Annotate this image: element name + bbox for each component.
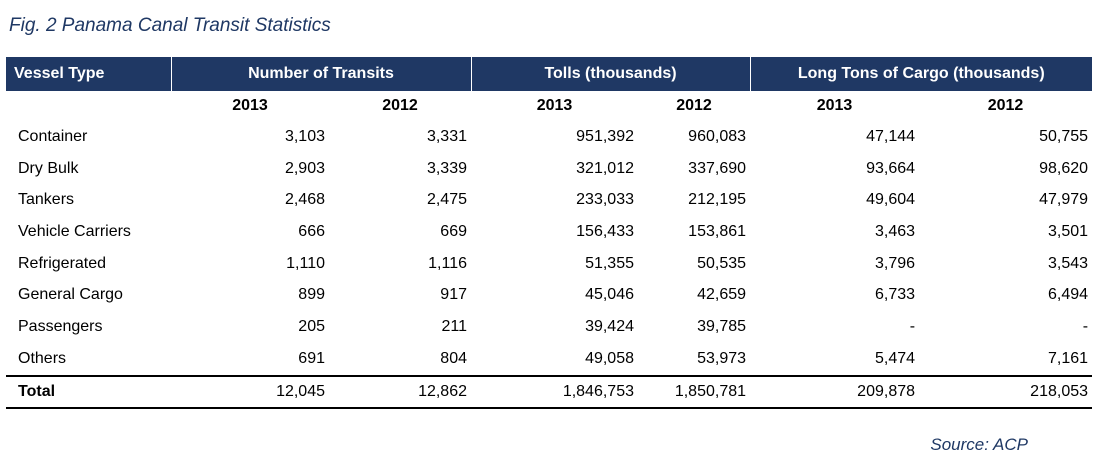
cell-value: 2,468 xyxy=(284,191,325,209)
cell-value: 917 xyxy=(440,286,467,304)
row-label: Passengers xyxy=(18,317,103,335)
year-header: 2013 xyxy=(536,97,573,114)
cell-value: 53,973 xyxy=(697,349,747,367)
table-row: Container 3,103 3,331 951,392 960,083 47… xyxy=(6,121,1092,153)
cell-value: 2,475 xyxy=(426,191,467,209)
cell-value: 49,058 xyxy=(585,349,634,367)
cell-value: 337,690 xyxy=(688,159,747,177)
cell-value: 205 xyxy=(298,317,325,335)
cell-value: - xyxy=(909,317,916,335)
cell-value: 39,785 xyxy=(697,317,747,335)
cell-value: 669 xyxy=(440,222,467,240)
cell-value: 2,903 xyxy=(284,159,325,177)
row-label: Refrigerated xyxy=(18,254,107,272)
row-label: Dry Bulk xyxy=(18,159,79,177)
cell-value: 5,474 xyxy=(874,349,916,367)
cell-value: 1,116 xyxy=(428,254,467,272)
row-label: Tankers xyxy=(18,191,75,209)
row-label: Vehicle Carriers xyxy=(18,222,131,240)
cell-value: 212,195 xyxy=(688,191,747,209)
cell-value: 7,161 xyxy=(1047,349,1089,367)
year-header: 2012 xyxy=(676,97,712,114)
total-value: 209,878 xyxy=(750,374,920,409)
cell-value: 3,796 xyxy=(874,254,916,272)
cell-value: 3,339 xyxy=(426,159,467,177)
total-value: 218,053 xyxy=(919,374,1093,409)
table-year-row: 2013 2012 2013 2012 2013 2012 xyxy=(6,91,1092,121)
header-vessel-type: Vessel Type xyxy=(6,57,171,91)
year-header: 2012 xyxy=(382,97,418,114)
row-label: Others xyxy=(18,349,67,367)
table-row: Vehicle Carriers 666 669 156,433 153,861… xyxy=(6,216,1092,248)
total-label: Total xyxy=(6,374,171,409)
total-value: 12,045 xyxy=(171,374,329,409)
cell-value: 3,463 xyxy=(874,222,916,240)
table-row: Passengers 205 211 39,424 39,785 - - xyxy=(6,311,1092,343)
cell-value: 1,110 xyxy=(286,254,325,272)
cell-value: 899 xyxy=(298,286,325,304)
cell-value: 666 xyxy=(298,222,325,240)
cell-value: - xyxy=(1082,317,1089,335)
cell-value: 50,755 xyxy=(1039,127,1089,145)
total-value: 1,846,753 xyxy=(471,374,638,409)
year-header: 2013 xyxy=(816,97,853,114)
cell-value: 51,355 xyxy=(585,254,634,272)
year-header: 2013 xyxy=(232,97,268,114)
table-row: Tankers 2,468 2,475 233,033 212,195 49,6… xyxy=(6,184,1092,216)
cell-value: 3,331 xyxy=(426,127,467,145)
cell-value: 50,535 xyxy=(697,254,747,272)
cell-value: 3,543 xyxy=(1047,254,1089,272)
row-label: Container xyxy=(18,127,88,145)
year-header: 2012 xyxy=(987,97,1024,114)
figure-title: Fig. 2 Panama Canal Transit Statistics xyxy=(9,15,331,36)
cell-value: 951,392 xyxy=(576,127,634,145)
table-total-row: Total 12,045 12,862 1,846,753 1,850,781 … xyxy=(6,374,1093,409)
total-value: 12,862 xyxy=(329,374,471,409)
table-row: Others 691 804 49,058 53,973 5,474 7,161 xyxy=(6,343,1092,376)
cell-value: 98,620 xyxy=(1039,159,1089,177)
cell-value: 93,664 xyxy=(866,159,916,177)
cell-value: 45,046 xyxy=(585,286,634,304)
cell-value: 49,604 xyxy=(866,191,916,209)
row-label: General Cargo xyxy=(18,286,123,304)
cell-value: 6,494 xyxy=(1047,286,1089,304)
header-tolls: Tolls (thousands) xyxy=(470,57,751,91)
cell-value: 691 xyxy=(298,349,325,367)
cell-value: 47,144 xyxy=(866,127,916,145)
cell-value: 3,103 xyxy=(284,127,325,145)
cell-value: 960,083 xyxy=(688,127,747,145)
cell-value: 42,659 xyxy=(697,286,747,304)
cell-value: 47,979 xyxy=(1039,191,1089,209)
cell-value: 153,861 xyxy=(688,222,747,240)
table-row: Dry Bulk 2,903 3,339 321,012 337,690 93,… xyxy=(6,153,1092,185)
header-number-of-transits: Number of Transits xyxy=(170,57,471,91)
table-row: General Cargo 899 917 45,046 42,659 6,73… xyxy=(6,279,1092,311)
cell-value: 321,012 xyxy=(576,159,634,177)
table-header-row: Vessel Type Number of Transits Tolls (th… xyxy=(6,57,1093,91)
cell-value: 804 xyxy=(440,349,467,367)
cell-value: 39,424 xyxy=(585,317,634,335)
table-row: Refrigerated 1,110 1,116 51,355 50,535 3… xyxy=(6,248,1092,280)
year-header-empty xyxy=(6,91,171,121)
total-value: 1,850,781 xyxy=(638,374,751,409)
header-long-tons-cargo: Long Tons of Cargo (thousands) xyxy=(749,57,1093,91)
cell-value: 233,033 xyxy=(576,191,634,209)
cell-value: 211 xyxy=(441,317,467,335)
cell-value: 3,501 xyxy=(1047,222,1089,240)
cell-value: 156,433 xyxy=(576,222,634,240)
transit-statistics-table: Vessel Type Number of Transits Tolls (th… xyxy=(6,57,1093,409)
cell-value: 6,733 xyxy=(874,286,916,304)
source-note: Source: ACP xyxy=(930,435,1028,454)
